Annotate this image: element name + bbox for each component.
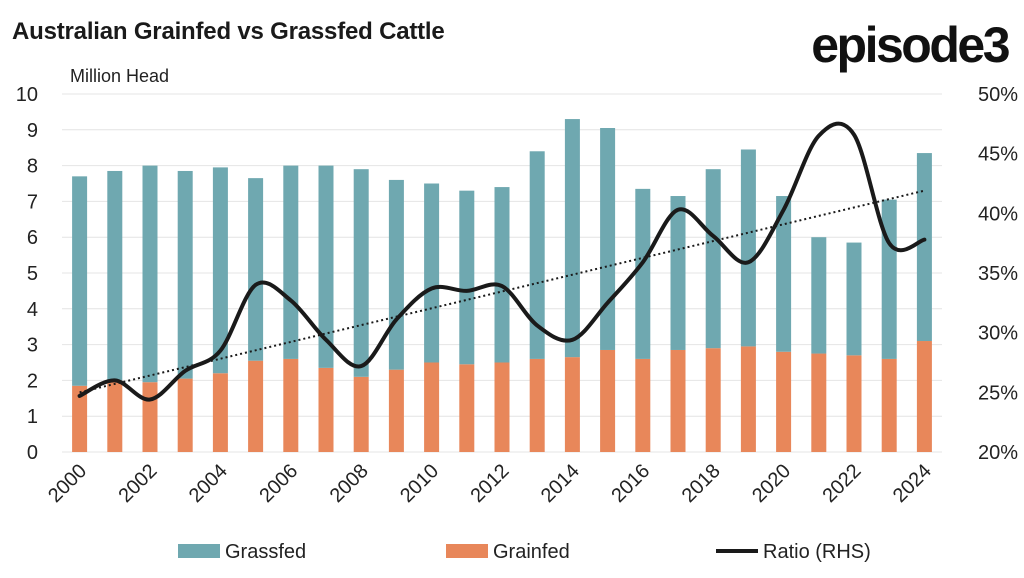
bar-grassfed bbox=[635, 188, 651, 359]
legend-label: Grainfed bbox=[493, 541, 570, 563]
x-tick-label: 2014 bbox=[537, 460, 584, 507]
bar-grassfed bbox=[424, 183, 440, 363]
bar-grassfed bbox=[564, 119, 580, 358]
bar-grassfed bbox=[177, 170, 193, 379]
x-tick-label: 2000 bbox=[44, 460, 91, 507]
legend-swatch bbox=[446, 544, 488, 558]
bar-grainfed bbox=[811, 353, 827, 452]
bar-grassfed bbox=[212, 167, 228, 374]
brand-logo: episode3 bbox=[811, 17, 1010, 73]
bar-grainfed bbox=[177, 378, 193, 452]
x-tick-label: 2018 bbox=[678, 460, 725, 507]
x-tick-label: 2016 bbox=[607, 460, 654, 507]
bar-grainfed bbox=[564, 357, 580, 452]
y-tick-label: 1 bbox=[27, 406, 38, 428]
bar-grassfed bbox=[459, 190, 475, 365]
x-tick-label: 2020 bbox=[748, 460, 795, 507]
bar-grassfed bbox=[670, 196, 686, 350]
y2-tick-label: 40% bbox=[978, 203, 1018, 225]
bar-grainfed bbox=[635, 358, 651, 452]
y-tick-label: 8 bbox=[27, 156, 38, 178]
bar-grassfed bbox=[283, 165, 299, 359]
y2-tick-label: 35% bbox=[978, 263, 1018, 285]
bar-grainfed bbox=[212, 373, 228, 452]
bar-grassfed bbox=[811, 237, 827, 354]
bar-grainfed bbox=[283, 358, 299, 452]
y2-tick-label: 30% bbox=[978, 323, 1018, 345]
bar-grainfed bbox=[494, 362, 510, 452]
legend-swatch bbox=[178, 544, 220, 558]
bar-grassfed bbox=[353, 169, 369, 377]
x-tick-label: 2004 bbox=[185, 460, 232, 507]
ratio-line bbox=[77, 121, 927, 402]
ratio-line-path bbox=[77, 121, 927, 402]
bar-grassfed bbox=[318, 165, 334, 368]
bar-grassfed bbox=[846, 242, 862, 356]
bar-grassfed bbox=[705, 169, 721, 349]
y-tick-label: 7 bbox=[27, 191, 38, 213]
x-tick-label: 2022 bbox=[819, 460, 866, 507]
bar-grainfed bbox=[424, 362, 440, 452]
bar-grainfed bbox=[142, 382, 158, 452]
bar-grassfed bbox=[916, 153, 932, 342]
y-tick-label: 6 bbox=[27, 227, 38, 249]
bar-grainfed bbox=[248, 360, 264, 452]
x-tick-label: 2006 bbox=[255, 460, 302, 507]
bar-grainfed bbox=[353, 376, 369, 452]
y-tick-label: 2 bbox=[27, 370, 38, 392]
y-tick-label: 5 bbox=[27, 263, 38, 285]
y2-tick-label: 50% bbox=[978, 84, 1018, 106]
y-tick-label: 0 bbox=[27, 442, 38, 464]
bar-grainfed bbox=[107, 380, 123, 452]
bar-grassfed bbox=[72, 176, 88, 386]
y-tick-label: 10 bbox=[16, 84, 38, 106]
bar-grainfed bbox=[388, 369, 404, 452]
bar-grassfed bbox=[248, 178, 264, 361]
x-tick-label: 2008 bbox=[326, 460, 373, 507]
bar-grassfed bbox=[740, 149, 756, 347]
bar-grainfed bbox=[459, 364, 475, 452]
bar-grassfed bbox=[388, 179, 404, 370]
bar-grainfed bbox=[916, 341, 932, 452]
axes: Million Head 0 1 2 3 4 5 6 7 8 9 10 20% 25% 30% 35% 40%… bbox=[16, 66, 1018, 507]
bar-grainfed bbox=[881, 358, 897, 452]
bar-grainfed bbox=[740, 346, 756, 452]
x-tick-label: 2010 bbox=[396, 460, 443, 507]
bar-grainfed bbox=[72, 385, 88, 452]
bar-grassfed bbox=[107, 170, 123, 381]
bar-grassfed bbox=[142, 165, 158, 383]
x-tick-label: 2002 bbox=[115, 460, 162, 507]
bar-grainfed bbox=[670, 349, 686, 452]
x-tick-label: 2012 bbox=[467, 460, 514, 507]
bar-grainfed bbox=[705, 348, 721, 452]
bar-grassfed bbox=[881, 199, 897, 359]
y-axis-label: Million Head bbox=[70, 66, 169, 86]
bar-grainfed bbox=[318, 367, 334, 452]
bar-grassfed bbox=[776, 196, 792, 352]
bar-grassfed bbox=[600, 128, 616, 350]
bar-grassfed bbox=[494, 187, 510, 363]
chart-title: Australian Grainfed vs Grassfed Cattle bbox=[12, 18, 445, 45]
bar-grainfed bbox=[776, 351, 792, 452]
bar-grassfed bbox=[529, 151, 545, 359]
y-tick-label: 3 bbox=[27, 335, 38, 357]
y2-tick-label: 25% bbox=[978, 382, 1018, 404]
bar-grainfed bbox=[529, 358, 545, 452]
y2-tick-label: 45% bbox=[978, 144, 1018, 166]
bar-grainfed bbox=[600, 349, 616, 452]
y2-tick-label: 20% bbox=[978, 442, 1018, 464]
legend-label: Grassfed bbox=[225, 541, 306, 563]
y-tick-label: 9 bbox=[27, 120, 38, 142]
legend-label: Ratio (RHS) bbox=[763, 541, 871, 563]
bars bbox=[72, 119, 932, 452]
legend: Grassfed Grainfed Ratio (RHS) bbox=[178, 541, 871, 563]
x-tick-label: 2024 bbox=[889, 460, 936, 507]
bar-grainfed bbox=[846, 355, 862, 452]
y-tick-label: 4 bbox=[27, 299, 38, 321]
